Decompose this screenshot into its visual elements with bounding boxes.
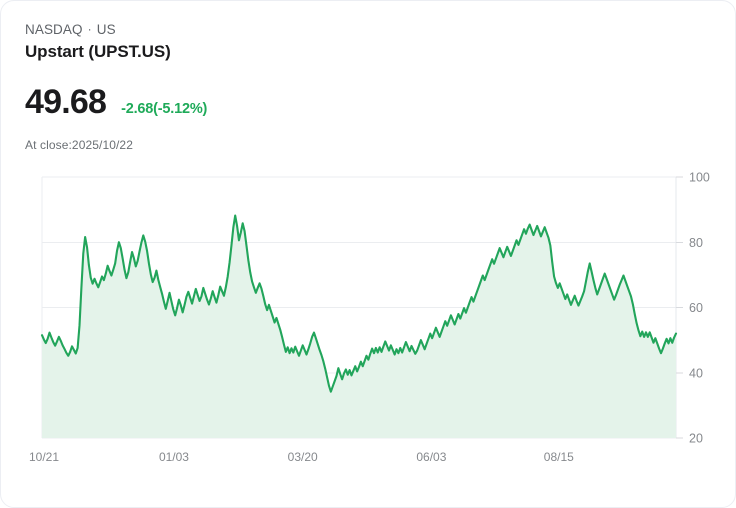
x-axis-label: 03/20 (288, 450, 318, 464)
exchange-label: NASDAQ (25, 22, 83, 37)
page-title: Upstart (UPST.US) (25, 42, 171, 61)
market-status-note: At close:2025/10/22 (25, 138, 133, 152)
y-axis-label: 80 (689, 236, 703, 250)
x-axis-label: 08/15 (544, 450, 574, 464)
price-row: 49.68 -2.68(-5.12%) (25, 83, 207, 121)
x-axis-labels: 10/21 01/03 03/20 06/03 08/15 (29, 450, 574, 464)
y-axis-label: 40 (689, 366, 703, 380)
region-label: US (96, 22, 116, 37)
price-chart[interactable]: 20 40 60 80 100 10/21 01/03 03/20 06/03 08/15 (1, 161, 736, 471)
price-line (40, 214, 678, 393)
y-axis-label: 60 (689, 301, 703, 315)
y-axis-label: 100 (689, 171, 710, 185)
x-axis-label: 06/03 (416, 450, 446, 464)
x-axis-label: 10/21 (29, 450, 59, 464)
axis-ticks (676, 176, 683, 439)
area-fill (42, 215, 676, 438)
price-change: -2.68(-5.12%) (121, 101, 208, 117)
quote-header: NASDAQ · US Upstart (UPST.US) (25, 21, 585, 63)
separator-dot: · (87, 22, 92, 36)
x-axis-label: 01/03 (159, 450, 189, 464)
exchange-region-row: NASDAQ · US (25, 21, 585, 38)
current-price: 49.68 (25, 83, 107, 121)
y-axis-label: 20 (689, 432, 703, 446)
y-axis-labels: 20 40 60 80 100 (689, 171, 710, 446)
price-chart-svg[interactable]: 20 40 60 80 100 10/21 01/03 03/20 06/03 08/15 (1, 161, 736, 471)
